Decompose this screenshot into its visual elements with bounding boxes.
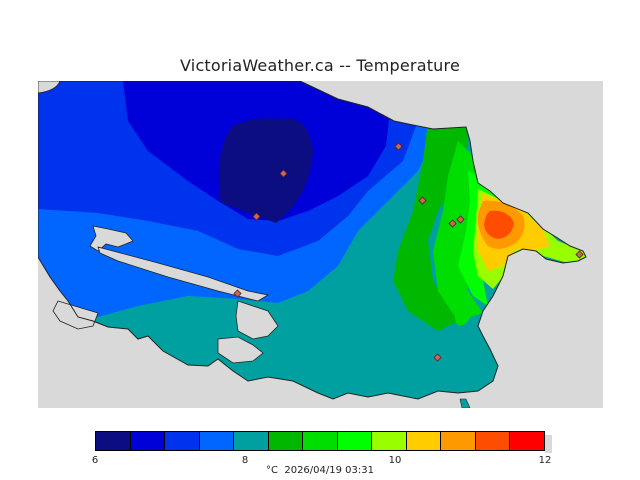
color-scale-band	[441, 432, 476, 450]
color-scale-band	[96, 432, 131, 450]
color-scale-band	[337, 432, 373, 450]
scale-tick-label: 8	[241, 455, 249, 466]
color-scale-band	[372, 432, 407, 450]
observation-timestamp: 2026/04/19 03:31	[284, 465, 374, 476]
map-title: VictoriaWeather.ca -- Temperature	[180, 56, 460, 75]
station-marker[interactable]	[448, 219, 457, 228]
color-scale-band	[199, 432, 235, 450]
scale-tick-label: 6	[91, 455, 99, 466]
corner-water	[37, 80, 61, 94]
map-svg	[37, 80, 603, 409]
coastline	[37, 80, 587, 400]
station-marker[interactable]	[418, 196, 427, 205]
station-marker[interactable]	[433, 353, 442, 362]
color-scale-band	[303, 432, 338, 450]
color-scale-band	[510, 432, 544, 450]
station-marker[interactable]	[394, 142, 403, 151]
color-scale-band	[406, 432, 442, 450]
station-marker[interactable]	[233, 289, 242, 298]
temperature-unit: °C	[266, 465, 278, 476]
water-inlets	[52, 225, 279, 364]
station-marker[interactable]	[456, 215, 465, 224]
color-scale-band	[475, 432, 511, 450]
colorbar-shadow	[545, 435, 552, 453]
color-scale-band	[234, 432, 269, 450]
scale-tick-label: 10	[388, 455, 402, 466]
station-marker[interactable]	[252, 212, 261, 221]
map-footer: °C 2026/04/19 03:31	[0, 465, 640, 476]
color-scale-band	[130, 432, 166, 450]
station-marker[interactable]	[575, 250, 584, 259]
scale-tick-label: 12	[538, 455, 552, 466]
color-scale-band	[268, 432, 304, 450]
color-scale-band	[165, 432, 200, 450]
temperature-map[interactable]	[37, 80, 603, 409]
station-marker[interactable]	[279, 169, 288, 178]
color-scale-bar	[95, 431, 545, 451]
